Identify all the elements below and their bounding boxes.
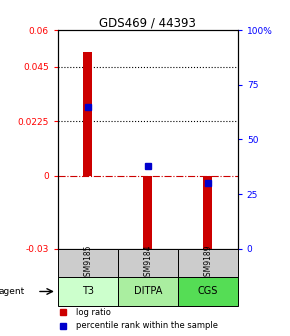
Bar [118, 249, 178, 277]
Text: percentile rank within the sample: percentile rank within the sample [76, 322, 218, 330]
Text: GSM9189: GSM9189 [203, 245, 212, 281]
Title: GDS469 / 44393: GDS469 / 44393 [99, 16, 196, 29]
Bar [84, 52, 93, 176]
Text: GSM9185: GSM9185 [84, 245, 93, 281]
Text: GSM9184: GSM9184 [143, 245, 153, 281]
Bar [143, 176, 152, 266]
Bar [203, 176, 212, 258]
Text: DITPA: DITPA [134, 287, 162, 296]
Text: log ratio: log ratio [76, 308, 111, 317]
Bar [178, 249, 238, 277]
Text: T3: T3 [82, 287, 94, 296]
Text: agent: agent [0, 287, 25, 296]
Bar [178, 277, 238, 306]
Bar [118, 277, 178, 306]
Bar [58, 277, 118, 306]
Text: CGS: CGS [198, 287, 218, 296]
Bar [58, 249, 118, 277]
